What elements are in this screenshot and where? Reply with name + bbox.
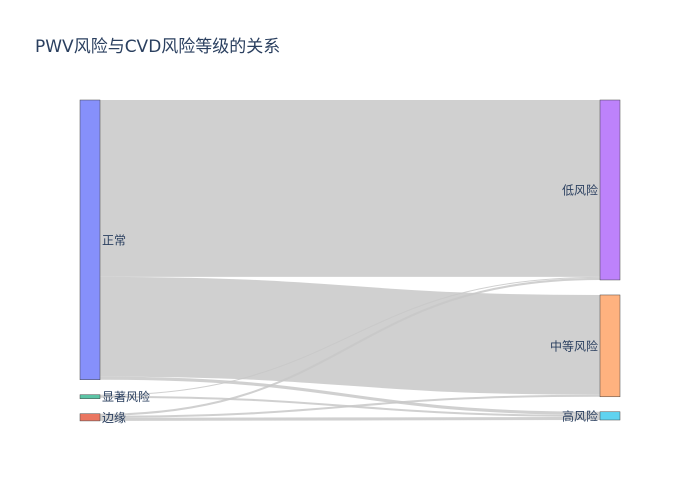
chart-title: PWV风险与CVD风险等级的关系 xyxy=(35,37,281,57)
node-normal xyxy=(79,99,101,380)
nodes-layer xyxy=(79,99,621,422)
node-label-significant: 显著风险 xyxy=(102,389,150,404)
node-borderline xyxy=(79,413,101,422)
node-label-medium: 中等风险 xyxy=(550,338,598,353)
node-label-normal: 正常 xyxy=(102,233,126,247)
link-normal-to-high xyxy=(99,376,601,415)
node-medium xyxy=(599,294,621,398)
link-significant-to-low xyxy=(99,276,601,396)
node-significant xyxy=(79,394,101,399)
node-high xyxy=(599,411,621,421)
node-label-borderline: 边缘 xyxy=(102,411,126,425)
link-borderline-to-medium xyxy=(99,394,601,418)
node-label-low: 低风险 xyxy=(562,182,598,197)
node-label-high: 高风险 xyxy=(562,408,598,423)
node-low xyxy=(599,99,621,281)
link-borderline-to-low xyxy=(99,277,601,416)
links-layer xyxy=(99,100,601,421)
link-borderline-to-high xyxy=(99,416,601,421)
